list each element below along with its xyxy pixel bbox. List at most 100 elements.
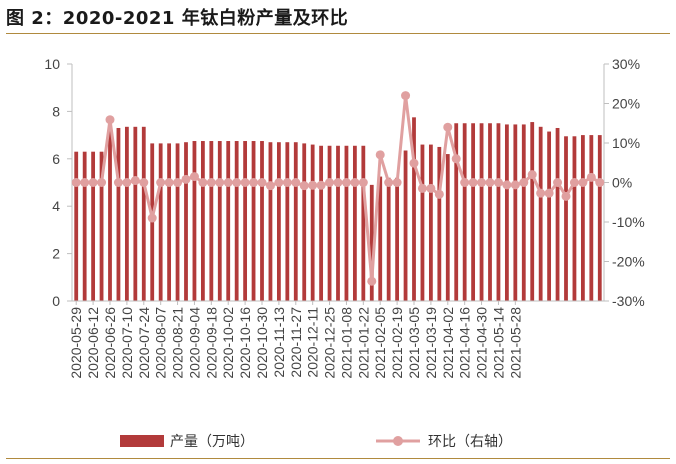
bottom-rule (6, 458, 670, 459)
bar (243, 141, 248, 301)
bar (167, 143, 172, 301)
right-tick-label: -10% (612, 214, 645, 230)
bar (344, 145, 349, 301)
line-point (198, 178, 208, 187)
x-tick-label: 2020-11-13 (271, 307, 287, 378)
line-point (274, 178, 284, 187)
bar (260, 141, 264, 301)
left-tick-label: 4 (52, 198, 60, 214)
bar (251, 141, 256, 301)
bar (513, 124, 518, 301)
bar (141, 126, 146, 302)
line-point (358, 178, 368, 187)
bar (192, 141, 197, 301)
bar (454, 123, 459, 301)
x-tick-label: 2020-10-30 (254, 307, 270, 379)
bar (74, 151, 79, 301)
line-point (578, 178, 588, 187)
bar (420, 144, 425, 301)
bar (82, 151, 87, 301)
bar (530, 122, 535, 301)
line-point (105, 115, 115, 125)
right-tick-label: 30% (612, 56, 640, 72)
line-point (561, 191, 571, 201)
bar (352, 145, 357, 301)
line-point (215, 178, 225, 187)
bar (116, 127, 121, 302)
bar-series (74, 117, 602, 302)
x-tick-label: 2020-12-11 (305, 307, 321, 378)
bar (445, 154, 450, 301)
x-tick-label: 2020-10-16 (237, 307, 253, 379)
bar (403, 150, 408, 301)
x-tick-label: 2021-03-05 (406, 307, 422, 379)
line-point (502, 180, 512, 190)
line-point (130, 176, 140, 186)
bar (108, 127, 112, 302)
x-tick-label: 2020-11-27 (288, 307, 304, 378)
line-point (392, 178, 402, 187)
bar (555, 127, 560, 302)
line-point (113, 178, 123, 187)
bar (217, 141, 222, 301)
bar (462, 123, 467, 301)
bar (521, 124, 526, 301)
bar (564, 136, 568, 301)
bar (572, 136, 577, 301)
left-tick-label: 8 (52, 103, 60, 119)
title-rule (6, 33, 670, 34)
bar (209, 141, 214, 301)
line-point (223, 178, 233, 187)
x-tick-label: 2020-08-21 (170, 307, 186, 379)
right-tick-label: 0% (612, 175, 632, 191)
axes: 0 2 4 6 8 10 -30% -20% -10% 0% 10% 20% 30% 2020-05-29… (44, 56, 644, 379)
line-point (147, 213, 157, 223)
line-point (553, 178, 563, 187)
x-tick-label: 2021-04-16 (457, 307, 473, 379)
line-point (333, 178, 343, 187)
left-tick-label: 0 (52, 293, 60, 309)
bar (437, 146, 442, 301)
x-tick-label: 2020-10-02 (220, 307, 236, 379)
line-point (156, 178, 166, 187)
bar (175, 143, 180, 301)
x-tick-label: 2021-05-28 (507, 307, 523, 379)
bar (319, 145, 324, 301)
line-point (164, 178, 174, 187)
bar (336, 145, 340, 301)
line-point (477, 178, 487, 187)
line-point (434, 189, 444, 199)
bar (597, 135, 602, 301)
line-point (88, 178, 98, 187)
left-tick-label: 2 (52, 246, 60, 262)
bar (412, 117, 416, 301)
bar (302, 143, 307, 301)
bar (99, 151, 104, 301)
line-point (409, 158, 419, 168)
bar (386, 177, 391, 301)
bar (369, 184, 374, 301)
x-tick-label: 2021-03-19 (423, 307, 439, 379)
line-point (460, 178, 470, 187)
line-point (206, 178, 216, 187)
line-point (468, 178, 478, 187)
bar (133, 126, 138, 302)
bar (234, 141, 239, 301)
bar (504, 124, 509, 301)
bar (124, 126, 129, 302)
line-point (257, 178, 267, 187)
x-tick-label: 2020-06-12 (85, 307, 101, 379)
left-tick-label: 10 (44, 56, 60, 72)
x-tick-label: 2021-04-02 (440, 307, 456, 379)
bar (488, 123, 492, 301)
line-point (97, 178, 107, 187)
line-point (595, 178, 605, 187)
bar (91, 151, 96, 301)
line-point (341, 178, 351, 187)
right-tick-label: -20% (612, 254, 645, 270)
line-point (325, 178, 335, 187)
x-tick-label: 2020-08-07 (153, 307, 169, 379)
line-point (544, 188, 554, 198)
bar (293, 142, 298, 301)
